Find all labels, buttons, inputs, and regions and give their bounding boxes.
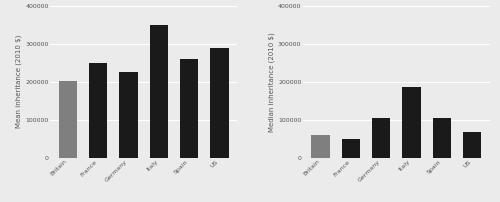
Bar [58,81,76,158]
Bar [150,25,168,158]
Bar [433,118,451,158]
Bar [402,87,420,158]
Bar [312,135,330,158]
Bar [372,118,390,158]
Bar [89,63,107,158]
Bar [210,48,228,158]
Y-axis label: Median inheritance (2010 $): Median inheritance (2010 $) [268,32,275,132]
Bar [120,72,138,158]
Bar [342,139,360,158]
Y-axis label: Mean inheritance (2010 $): Mean inheritance (2010 $) [16,35,22,128]
Bar [180,59,199,158]
Bar [464,132,481,158]
